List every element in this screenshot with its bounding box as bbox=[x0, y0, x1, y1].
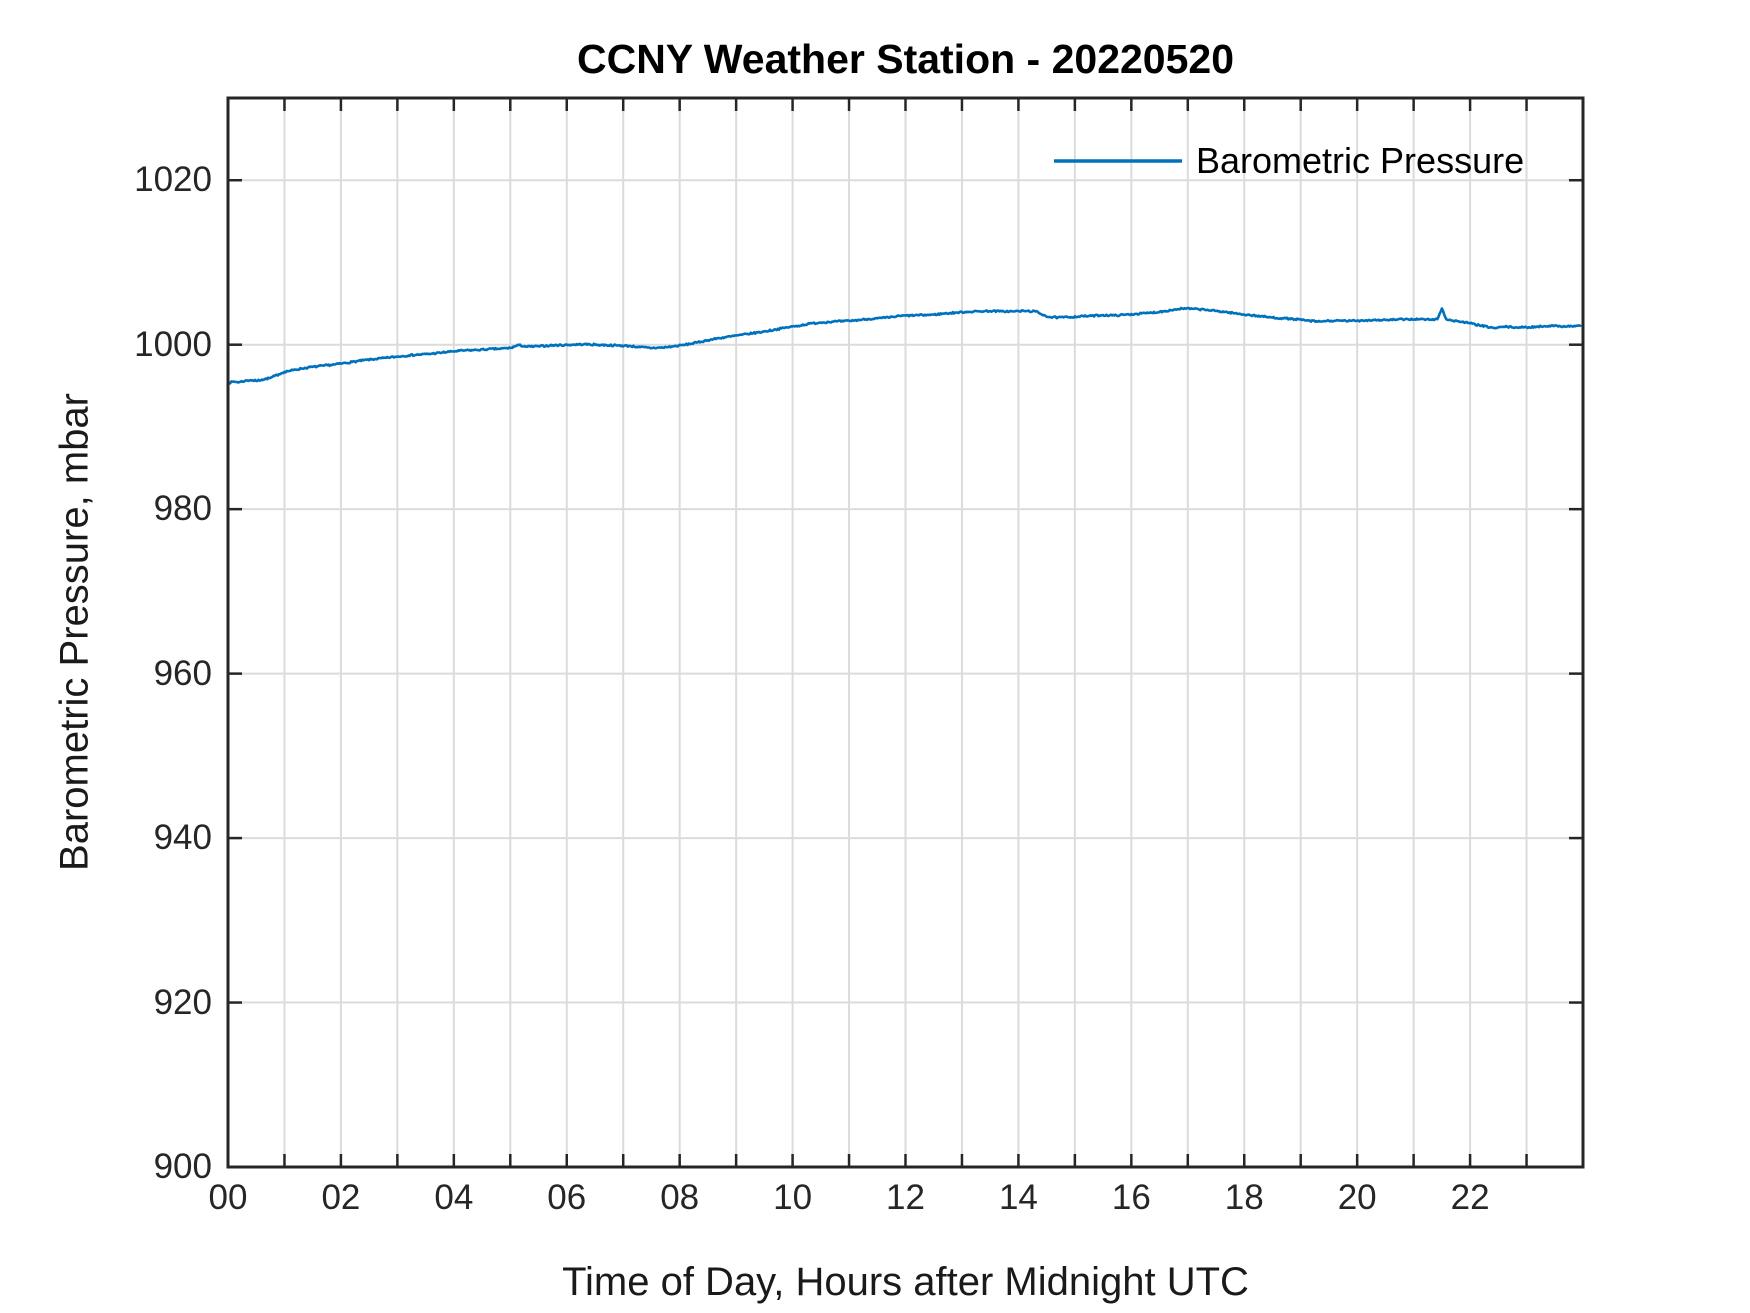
chart-title: CCNY Weather Station - 20220520 bbox=[576, 36, 1235, 82]
x-tick-label-16: 16 bbox=[1111, 1178, 1151, 1217]
y-tick-label-960: 960 bbox=[153, 653, 212, 693]
x-tick-label-12: 12 bbox=[886, 1178, 925, 1217]
x-tick-label-10: 10 bbox=[773, 1178, 813, 1217]
y-tick-label-980: 980 bbox=[153, 489, 212, 529]
pressure-line bbox=[228, 306, 1582, 385]
legend: Barometric Pressure bbox=[1052, 138, 1524, 184]
x-tick-label-08: 08 bbox=[660, 1178, 700, 1217]
x-tick-label-22: 22 bbox=[1450, 1178, 1490, 1217]
axes-box bbox=[226, 96, 1585, 1169]
y-tick-label-900: 900 bbox=[153, 1147, 212, 1186]
x-tick-label-18: 18 bbox=[1224, 1178, 1264, 1217]
x-tick-label-04: 04 bbox=[434, 1178, 474, 1217]
legend-line-sample bbox=[1054, 159, 1182, 163]
x-tick-label-02: 02 bbox=[321, 1178, 361, 1217]
y-axis-title: Barometric Pressure, mbar bbox=[52, 393, 97, 871]
y-tick-label-1020: 1020 bbox=[134, 160, 212, 200]
x-tick-label-06: 06 bbox=[547, 1178, 587, 1217]
y-tick-label-940: 940 bbox=[153, 818, 212, 858]
legend-label: Barometric Pressure bbox=[1196, 140, 1525, 181]
x-tick-label-20: 20 bbox=[1337, 1178, 1377, 1217]
x-tick-label-00: 00 bbox=[208, 1178, 248, 1217]
x-axis-title: Time of Day, Hours after Midnight UTC bbox=[562, 1260, 1249, 1304]
x-tick-label-14: 14 bbox=[998, 1178, 1038, 1217]
y-tick-label-920: 920 bbox=[153, 982, 212, 1022]
y-tick-label-1000: 1000 bbox=[134, 324, 212, 364]
